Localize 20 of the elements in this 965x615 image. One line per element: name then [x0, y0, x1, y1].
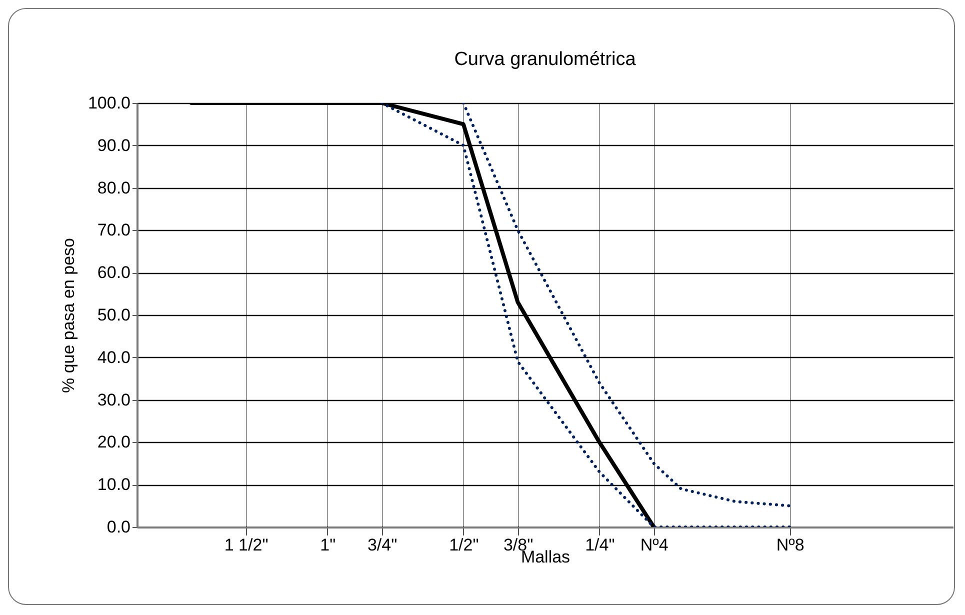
- y-tick-label: 70.0: [97, 220, 130, 240]
- x-tick-label: 1 1/2": [224, 536, 268, 554]
- y-axis-title: % que pasa en peso: [58, 238, 78, 394]
- y-tick-label: 30.0: [97, 390, 130, 410]
- y-tick-label: 10.0: [97, 475, 130, 494]
- x-tick-label: 1/4": [585, 536, 615, 554]
- y-tick-label: 50.0: [97, 306, 130, 324]
- x-tick-label: 1": [320, 536, 336, 554]
- y-tick-label: 90.0: [97, 136, 130, 155]
- y-tick-label: 100.0: [88, 94, 130, 112]
- x-tick-label: Nº8: [776, 536, 804, 554]
- y-tick-label: 60.0: [97, 263, 130, 282]
- y-tick-label: 0.0: [106, 518, 130, 536]
- y-tick-label: 40.0: [97, 348, 130, 367]
- chart-title: Curva granulométrica: [454, 49, 636, 70]
- x-tick-label: 3/4": [367, 536, 398, 554]
- y-tick-label: 20.0: [97, 432, 130, 452]
- x-tick-label: 1/2": [449, 536, 479, 554]
- y-tick-label: 80.0: [97, 178, 130, 198]
- x-tick-label: Nº4: [640, 536, 668, 554]
